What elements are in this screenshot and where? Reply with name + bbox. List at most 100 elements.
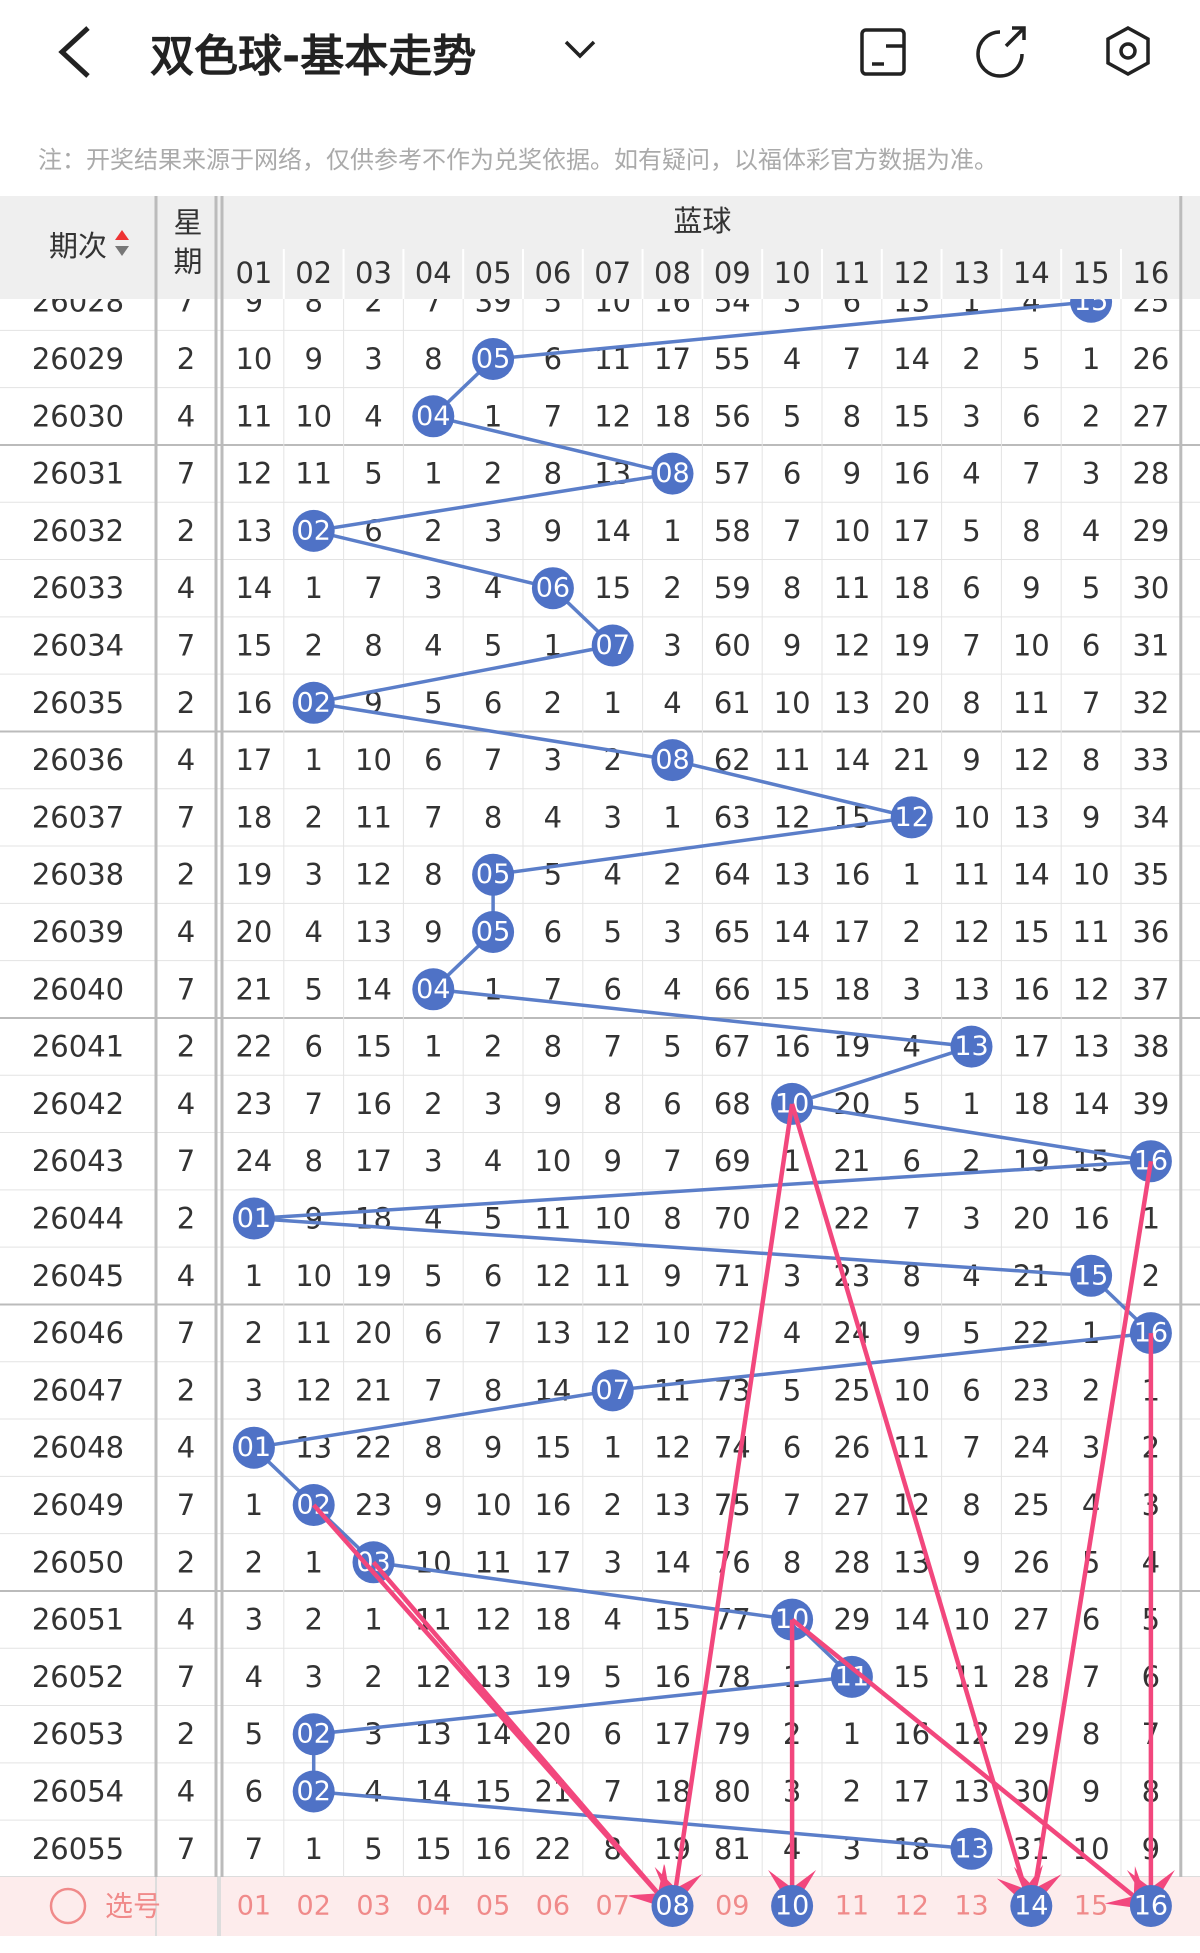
- omission-cell: 11: [833, 571, 870, 605]
- omission-cell: 20: [235, 915, 272, 949]
- ball-number: 02: [297, 687, 331, 718]
- column-header: 01: [235, 256, 272, 290]
- omission-cell: 16: [833, 858, 870, 892]
- omission-cell: 6: [304, 1030, 322, 1064]
- selected-ball: [771, 1885, 814, 1927]
- omission-cell: 10: [594, 1202, 631, 1236]
- omission-cell: 15: [893, 1660, 930, 1694]
- omission-cell: 11: [774, 743, 811, 777]
- column-header: 06: [534, 256, 571, 290]
- omission-cell: 36: [1132, 915, 1169, 949]
- omission-cell: 3: [783, 1259, 801, 1293]
- omission-cell: 4: [364, 399, 382, 433]
- period-cell: 26051: [32, 1603, 124, 1637]
- back-button[interactable]: [58, 26, 90, 78]
- omission-cell: 7: [245, 1832, 263, 1866]
- omission-cell: 24: [235, 1144, 272, 1178]
- omission-cell: 2: [902, 915, 920, 949]
- omission-cell: 10: [235, 342, 272, 376]
- period-cell: 26050: [32, 1545, 124, 1579]
- arrow-shaft: [1032, 1160, 1154, 1889]
- omission-cell: 3: [603, 800, 621, 834]
- layout-button[interactable]: [860, 28, 906, 76]
- omission-cell: 80: [714, 1775, 751, 1809]
- period-header[interactable]: 期次: [49, 229, 107, 263]
- dropdown-button[interactable]: [564, 40, 596, 59]
- omission-cell: 17: [833, 915, 870, 949]
- omission-cell: 22: [833, 1202, 870, 1236]
- omission-cell: 5: [364, 457, 382, 491]
- omission-cell: 10: [415, 1545, 452, 1579]
- omission-cell: 1: [663, 800, 681, 834]
- omission-cell: 65: [714, 915, 751, 949]
- omission-cell: 5: [962, 1316, 980, 1350]
- omission-cell: 5: [1082, 571, 1100, 605]
- omission-cell: 15: [654, 1603, 691, 1637]
- column-header: 12: [893, 256, 930, 290]
- omission-cell: 10: [893, 1373, 930, 1407]
- period-cell: 26049: [32, 1488, 124, 1522]
- omission-cell: 74: [714, 1431, 751, 1465]
- omission-cell: 11: [654, 1373, 691, 1407]
- omission-cell: 3: [663, 915, 681, 949]
- omission-cell: 4: [783, 1316, 801, 1350]
- omission-cell: 3: [245, 1373, 263, 1407]
- column-header: 10: [774, 256, 811, 290]
- omission-cell: 4: [783, 342, 801, 376]
- settings-button[interactable]: [1106, 26, 1150, 76]
- omission-cell: 1: [843, 1717, 861, 1751]
- omission-cell: 8: [663, 1202, 681, 1236]
- omission-cell: 3: [603, 1545, 621, 1579]
- omission-cell: 11: [534, 1202, 571, 1236]
- omission-cell: 27: [1013, 1603, 1050, 1637]
- omission-cell: 4: [962, 1259, 980, 1293]
- omission-cell: 1: [245, 1259, 263, 1293]
- omission-cell: 2: [304, 629, 322, 663]
- pick-number: 01: [237, 1891, 271, 1922]
- omission-cell: 5: [783, 1373, 801, 1407]
- ball: [830, 1655, 873, 1698]
- omission-cell: 16: [534, 1488, 571, 1522]
- column-header: 04: [415, 256, 452, 290]
- omission-cell: 10: [1073, 858, 1110, 892]
- omission-cell: 1: [304, 1832, 322, 1866]
- period-cell: 26052: [32, 1660, 124, 1694]
- share-button[interactable]: [976, 26, 1026, 78]
- weekday-cell: 7: [177, 800, 195, 834]
- omission-cell: 17: [355, 1144, 392, 1178]
- ball: [591, 1369, 634, 1412]
- omission-cell: 7: [962, 1431, 980, 1465]
- omission-cell: 2: [962, 1144, 980, 1178]
- weekday-cell: 4: [177, 571, 195, 605]
- ball-number: 05: [476, 344, 510, 375]
- weekday-cell: 2: [177, 858, 195, 892]
- column-header: 16: [1132, 256, 1169, 290]
- omission-cell: 7: [364, 571, 382, 605]
- ball-number: 01: [237, 1432, 271, 1463]
- omission-cell: 31: [1132, 629, 1169, 663]
- weekday-cell: 4: [177, 1259, 195, 1293]
- omission-cell: 6: [1082, 1603, 1100, 1637]
- omission-cell: 3: [364, 1717, 382, 1751]
- weekday-cell: 7: [177, 1832, 195, 1866]
- ball-number: 05: [476, 859, 510, 890]
- ball: [472, 338, 515, 380]
- omission-cell: 4: [484, 1144, 502, 1178]
- omission-cell: 10: [833, 514, 870, 548]
- omission-cell: 5: [603, 1660, 621, 1694]
- column-header: 08: [654, 256, 691, 290]
- omission-cell: 4: [603, 858, 621, 892]
- omission-cell: 13: [534, 1316, 571, 1350]
- omission-cell: 7: [424, 800, 442, 834]
- period-cell: 26038: [32, 858, 124, 892]
- omission-cell: 2: [245, 1545, 263, 1579]
- omission-cell: 3: [962, 399, 980, 433]
- omission-cell: 1: [484, 399, 502, 433]
- omission-cell: 23: [235, 1087, 272, 1121]
- omission-cell: 10: [1013, 629, 1050, 663]
- footer-label: 选号: [105, 1890, 161, 1923]
- ball: [591, 624, 634, 667]
- weekday-cell: 2: [177, 342, 195, 376]
- omission-cell: 58: [714, 514, 751, 548]
- omission-cell: 6: [484, 1259, 502, 1293]
